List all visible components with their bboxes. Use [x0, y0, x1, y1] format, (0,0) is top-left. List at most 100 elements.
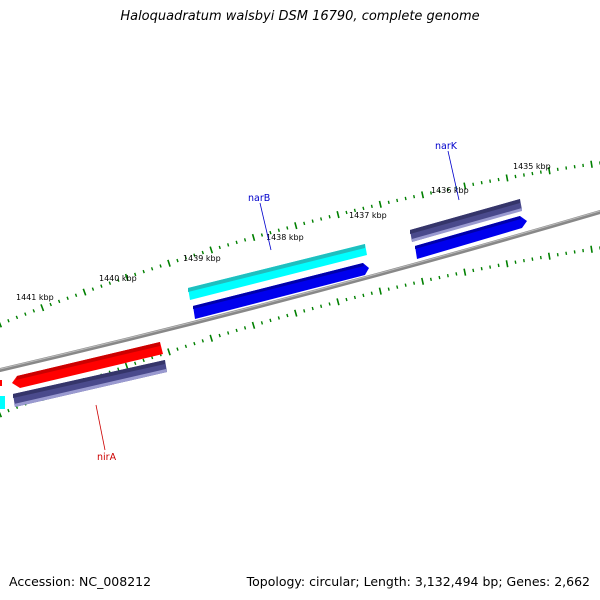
- nirA-red-feature[interactable]: [12, 342, 163, 388]
- map-title: Haloquadratum walsbyi DSM 16790, complet…: [120, 9, 480, 24]
- outer-ring-minor-tick: [539, 170, 542, 174]
- outer-ring-major-tick: [590, 160, 593, 168]
- outer-ring-minor-tick: [227, 243, 230, 247]
- outer-ring-minor-tick: [328, 215, 331, 219]
- genome-backbone-highlight: [0, 210, 600, 370]
- outer-ring-major-tick: [378, 200, 382, 208]
- outer-ring-minor-tick: [523, 173, 525, 177]
- outer-ring-major-tick: [124, 273, 129, 281]
- narB-cyan-feature[interactable]: [188, 244, 367, 300]
- inner-ring-minor-tick: [387, 287, 390, 291]
- outer-ring-minor-tick: [74, 293, 78, 297]
- outer-ring-major-tick: [336, 211, 340, 219]
- tick-label-1435: 1435 kbp: [513, 162, 551, 171]
- outer-ring-minor-tick: [91, 287, 95, 291]
- outer-ring-major-tick: [463, 182, 467, 190]
- outer-ring-minor-tick: [404, 196, 407, 201]
- outer-ring-minor-tick: [24, 312, 27, 316]
- outer-ring-minor-tick: [7, 318, 10, 323]
- inner-ring-major-tick: [294, 309, 298, 317]
- outer-ring-minor-tick: [159, 264, 162, 268]
- outer-tick-ring: [0, 160, 600, 328]
- inner-ring-minor-tick: [370, 291, 373, 295]
- inner-ring-minor-tick: [235, 328, 238, 333]
- inner-ring-minor-tick: [142, 358, 145, 363]
- inner-ring-minor-tick: [201, 339, 204, 343]
- narK-blue-feature[interactable]: [415, 216, 527, 259]
- inner-ring-minor-tick: [134, 361, 137, 366]
- inner-ring-minor-tick: [176, 347, 179, 351]
- inner-ring-minor-tick: [311, 306, 314, 311]
- inner-ring-major-tick: [590, 245, 593, 253]
- outer-ring-minor-tick: [117, 278, 120, 282]
- outer-ring-minor-tick: [66, 296, 69, 301]
- outer-ring-minor-tick: [201, 250, 204, 255]
- inner-ring-minor-tick: [303, 309, 306, 313]
- outer-ring-minor-tick: [134, 272, 137, 277]
- outer-ring-major-tick: [167, 259, 171, 267]
- inner-ring-minor-tick: [193, 341, 196, 346]
- outer-ring-minor-tick: [311, 219, 314, 223]
- outer-ring-minor-tick: [320, 217, 323, 221]
- inner-ring-major-tick: [336, 298, 340, 306]
- inner-ring-minor-tick: [556, 252, 559, 257]
- outer-ring-minor-tick: [472, 182, 475, 187]
- inner-ring-minor-tick: [573, 250, 576, 254]
- narB-blue-feature[interactable]: [193, 263, 369, 319]
- inner-ring-major-tick: [421, 277, 425, 285]
- gene-label-narB[interactable]: narB: [248, 193, 270, 204]
- outer-ring-major-tick: [40, 304, 45, 312]
- inner-ring-major-tick: [505, 260, 509, 268]
- inner-ring-minor-tick: [328, 302, 331, 306]
- outer-ring-minor-tick: [269, 230, 272, 235]
- narB-leader-line: [259, 202, 272, 251]
- outer-ring-minor-tick: [108, 281, 112, 285]
- inner-ring-minor-tick: [539, 255, 542, 260]
- outer-ring-minor-tick: [497, 177, 500, 182]
- nirA-slate-feature[interactable]: [13, 360, 167, 407]
- inner-ring-minor-tick: [396, 285, 399, 289]
- outer-ring-minor-tick: [573, 164, 576, 169]
- outer-ring-major-tick: [421, 191, 425, 199]
- outer-ring-minor-tick: [32, 309, 36, 313]
- nirA-leader-line: [95, 404, 106, 451]
- outer-ring-minor-tick: [446, 187, 449, 192]
- outer-ring-major-tick: [547, 167, 551, 175]
- tick-label-1441: 1441 kbp: [16, 293, 54, 302]
- outer-ring-major-tick: [0, 321, 3, 328]
- inner-ring-major-tick: [463, 268, 467, 276]
- inner-ring-minor-tick: [286, 313, 289, 318]
- outer-ring-minor-tick: [413, 194, 416, 199]
- inner-ring-minor-tick: [446, 273, 449, 278]
- inner-ring-minor-tick: [362, 293, 365, 298]
- outer-ring-minor-tick: [362, 206, 365, 211]
- outer-ring-minor-tick: [57, 299, 61, 304]
- inner-ring-minor-tick: [438, 275, 441, 280]
- outer-ring-minor-tick: [370, 204, 373, 209]
- accession-text: Accession: NC_008212: [9, 574, 152, 589]
- inner-ring-minor-tick: [480, 266, 483, 271]
- tick-label-1438: 1438 kbp: [266, 233, 304, 242]
- narK-leader-line: [447, 150, 460, 201]
- inner-ring-minor-tick: [277, 316, 280, 320]
- inner-ring-minor-tick: [345, 297, 348, 302]
- inner-ring-minor-tick: [514, 260, 517, 264]
- outer-ring-major-tick: [294, 222, 298, 230]
- inner-ring-minor-tick: [523, 258, 525, 263]
- inner-ring-minor-tick: [7, 408, 10, 413]
- gene-label-nirA[interactable]: nirA: [97, 452, 117, 463]
- narK-slate-feature[interactable]: [410, 199, 522, 242]
- gene-label-narK[interactable]: narK: [435, 141, 458, 152]
- outer-ring-minor-tick: [556, 167, 559, 172]
- outer-ring-major-tick: [82, 288, 87, 296]
- inner-ring-minor-tick: [531, 257, 534, 261]
- tick-label-1436: 1436 kbp: [431, 186, 469, 195]
- outer-ring-minor-tick: [235, 240, 238, 245]
- tick-label-1439: 1439 kbp: [183, 254, 221, 263]
- outer-ring-minor-tick: [184, 256, 188, 260]
- inner-ring-major-tick: [378, 287, 382, 295]
- edge-cyan-feature: [0, 396, 5, 409]
- outer-ring-minor-tick: [15, 315, 19, 320]
- genome-backbone: [0, 210, 600, 372]
- outer-ring-minor-tick: [430, 191, 432, 195]
